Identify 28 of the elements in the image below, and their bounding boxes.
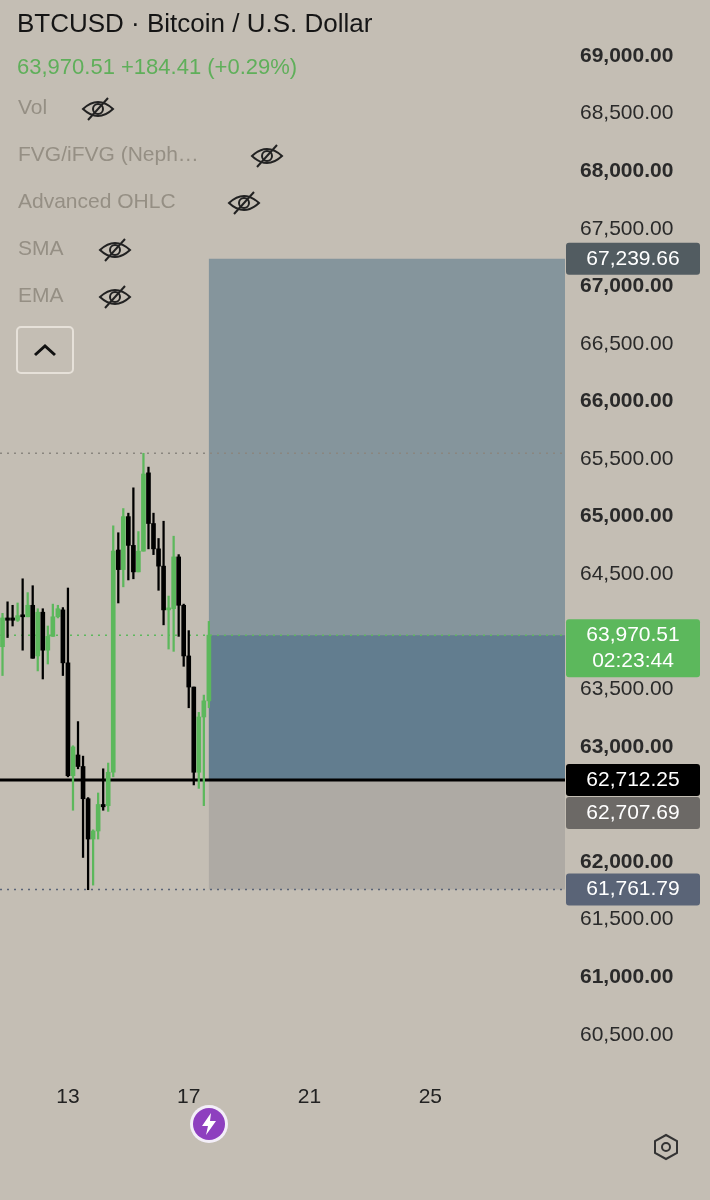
y-tick-label: 69,000.00 <box>580 42 674 66</box>
x-tick-label: 17 <box>177 1084 201 1108</box>
y-tick-label: 68,000.00 <box>580 157 674 181</box>
ref-line-label: 63,970.51 02:23:44 <box>586 621 680 671</box>
y-tick-label: 63,000.00 <box>580 733 674 757</box>
y-tick-label: 61,000.00 <box>580 964 674 988</box>
y-tick-label: 60,500.00 <box>580 1021 674 1045</box>
y-tick-label: 61,500.00 <box>580 906 674 930</box>
band-label: 62,707.69 <box>586 799 680 823</box>
y-tick-label: 65,500.00 <box>580 445 674 469</box>
y-tick-label: 65,000.00 <box>580 503 674 527</box>
x-tick-label: 13 <box>56 1084 80 1108</box>
band-label: 67,239.66 <box>586 245 680 269</box>
y-tick-label: 63,500.00 <box>580 676 674 700</box>
y-tick-label: 67,500.00 <box>580 215 674 239</box>
ref-line-label: 62,712.25 <box>586 766 680 790</box>
y-tick-label: 64,500.00 <box>580 560 674 584</box>
x-tick-label: 21 <box>297 1084 322 1108</box>
candlestick <box>15 602 20 622</box>
y-tick-label: 66,000.00 <box>580 388 674 412</box>
chart-title: BTCUSD · Bitcoin / U.S. Dollar <box>17 8 373 39</box>
x-tick-label: 25 <box>418 1084 442 1108</box>
y-tick-label: 66,500.00 <box>580 330 674 354</box>
y-tick-label: 67,000.00 <box>580 273 674 297</box>
chart-subtitle: 63,970.51 +184.41 (+0.29%) <box>17 54 298 80</box>
ref-line-label: 61,761.79 <box>586 876 680 900</box>
y-tick-label: 62,000.00 <box>580 848 674 872</box>
y-tick-label: 68,500.00 <box>580 100 674 124</box>
